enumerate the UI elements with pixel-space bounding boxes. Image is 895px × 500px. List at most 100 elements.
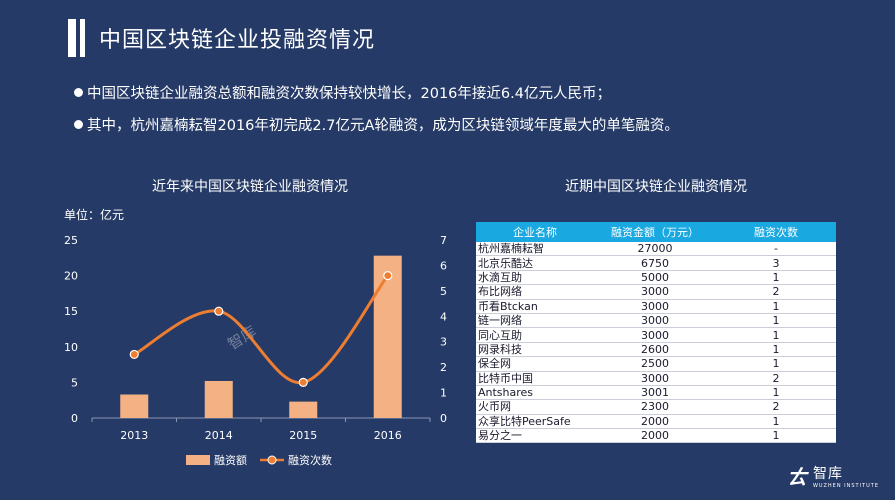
x-tick-label: 2016 — [374, 429, 402, 442]
bar-2015 — [289, 401, 318, 418]
funding-table: 企业名称 融资金额（万元） 融资次数 杭州嘉楠耘智 27000- 北京乐酷达 6750… — [476, 222, 836, 444]
cell-amount: 2000 — [594, 428, 716, 444]
line-point-2016 — [383, 271, 393, 281]
table-row: 水滴互助 5000 1 — [476, 270, 836, 286]
cell-amount: 6750 — [594, 255, 716, 271]
page-title: 中国区块链企业投融资情况 — [99, 28, 376, 53]
cell-count: 1 — [716, 327, 836, 343]
table-row: 易分之一 2000 1 — [476, 428, 836, 444]
title-mark-icon — [68, 19, 85, 57]
y-axis-unit-label: 单位：亿元 — [64, 208, 125, 222]
cell-company: 保全网 — [476, 356, 594, 372]
cell-amount: 3001 — [594, 385, 716, 401]
brand-wordmark: 智库 WUZHEN INSTITUTE — [813, 463, 879, 489]
line-point-2015 — [298, 377, 308, 387]
cell-amount: 3000 — [594, 284, 716, 300]
cell-count: 1 — [716, 313, 836, 329]
table-row: 杭州嘉楠耘智 27000- — [476, 242, 836, 257]
table-row: 北京乐酷达 6750 3 — [476, 255, 836, 271]
cell-amount: 2000 — [594, 414, 716, 430]
cell-company: 布比网络 — [476, 284, 594, 300]
bullet-dot-icon — [74, 120, 83, 129]
cell-amount: 5000 — [594, 270, 716, 286]
cell-count: 2 — [716, 371, 836, 386]
cell-amount: 3000 — [594, 327, 716, 343]
header-amount: 融资金额（万元） — [594, 222, 716, 242]
y2-tick-label: 3 — [440, 336, 447, 349]
chart-title: 近年来中国区块链企业融资情况 — [152, 179, 348, 195]
title-bar: 中国区块链企业投融资情况 — [68, 16, 375, 60]
brand-subtitle: WUZHEN INSTITUTE — [812, 482, 879, 489]
line-point-2014 — [214, 306, 224, 316]
cell-amount: 2500 — [594, 356, 716, 372]
legend-label: 融资次数 — [288, 453, 332, 467]
bullet-item: 中国区块链企业融资总额和融资次数保持较快增长，2016年接近6.4亿元人民币； — [74, 84, 679, 104]
bullet-text: 中国区块链企业融资总额和融资次数保持较快增长，2016年接近6.4亿元人民币； — [87, 86, 611, 102]
y-tick-label: 20 — [64, 270, 78, 283]
y2-tick-label: 5 — [440, 285, 447, 298]
table-row: 币看Btckan 3000 1 — [476, 299, 836, 314]
bar-2013 — [120, 394, 149, 418]
y-tick-label: 25 — [64, 234, 78, 247]
cell-count: 1 — [716, 356, 836, 372]
y2-tick-label: 4 — [440, 310, 447, 323]
y2-tick-label: 0 — [440, 412, 447, 425]
y-tick-label: 15 — [64, 305, 78, 318]
y-tick-label: 5 — [71, 376, 78, 389]
cell-count: 1 — [716, 270, 836, 286]
table-row: 比特币中国 3000 2 — [476, 371, 836, 386]
cell-count: 3 — [716, 255, 836, 271]
cell-count: - — [716, 242, 836, 257]
cell-amount: 3000 — [594, 313, 716, 329]
legend-marker-icon — [267, 455, 277, 465]
table-row: 保全网 2500 1 — [476, 356, 836, 372]
cell-amount: 2600 — [594, 342, 716, 358]
table-row: 众享比特PeerSafe 2000 1 — [476, 414, 836, 430]
cell-count: 1 — [716, 428, 836, 444]
cell-company: 同心互助 — [476, 327, 594, 343]
cell-company: 链一网络 — [476, 313, 594, 329]
cell-amount: 3000 — [594, 299, 716, 314]
x-tick-label: 2013 — [120, 429, 148, 442]
bullet-dot-icon — [74, 88, 83, 97]
cell-count: 2 — [716, 284, 836, 300]
cell-company: 比特币中国 — [476, 371, 594, 386]
footer-logo: ㄊ 智库 WUZHEN INSTITUTE — [787, 461, 879, 490]
bullet-item: 其中，杭州嘉楠耘智2016年初完成2.7亿元A轮融资，成为区块链领域年度最大的单… — [74, 116, 679, 136]
table-header-row: 企业名称 融资金额（万元） 融资次数 — [476, 222, 836, 242]
brand-name: 智库 — [812, 465, 843, 482]
cell-count: 1 — [716, 414, 836, 430]
cell-company: 火币网 — [476, 399, 594, 415]
y2-tick-label: 2 — [440, 361, 447, 374]
bar-2014 — [204, 380, 233, 418]
y-tick-label: 10 — [64, 341, 78, 354]
bar-2016 — [373, 255, 402, 418]
y2-tick-label: 6 — [440, 259, 447, 272]
cell-company: 易分之一 — [476, 428, 594, 444]
cell-company: 北京乐酷达 — [476, 255, 594, 271]
legend-label: 融资额 — [214, 454, 247, 467]
line-point-2013 — [129, 349, 139, 360]
table-row: 同心互助 3000 1 — [476, 327, 836, 343]
cell-company: 币看Btckan — [476, 299, 594, 314]
table-row: 布比网络 3000 2 — [476, 284, 836, 300]
header-company: 企业名称 — [476, 222, 594, 242]
brand-logo-icon: ㄊ — [786, 465, 807, 489]
cell-count: 1 — [716, 342, 836, 358]
bullet-text: 其中，杭州嘉楠耘智2016年初完成2.7亿元A轮融资，成为区块链领域年度最大的单… — [87, 118, 679, 134]
cell-amount: 27000 — [594, 242, 716, 257]
cell-count: 2 — [716, 399, 836, 415]
table-row: 网录科技 2600 1 — [476, 342, 836, 358]
header-count: 融资次数 — [716, 222, 836, 242]
table-title: 近期中国区块链企业融资情况 — [565, 179, 747, 195]
x-tick-label: 2015 — [289, 429, 317, 442]
table-row: Antshares 3001 1 — [476, 385, 836, 401]
cell-count: 1 — [716, 385, 836, 401]
legend-bar-swatch-icon — [186, 455, 210, 465]
cell-company: 网录科技 — [476, 342, 594, 358]
cell-amount: 3000 — [594, 371, 716, 386]
y2-tick-label: 1 — [440, 387, 447, 400]
y-tick-label: 0 — [71, 412, 78, 425]
x-tick-label: 2014 — [205, 429, 233, 442]
